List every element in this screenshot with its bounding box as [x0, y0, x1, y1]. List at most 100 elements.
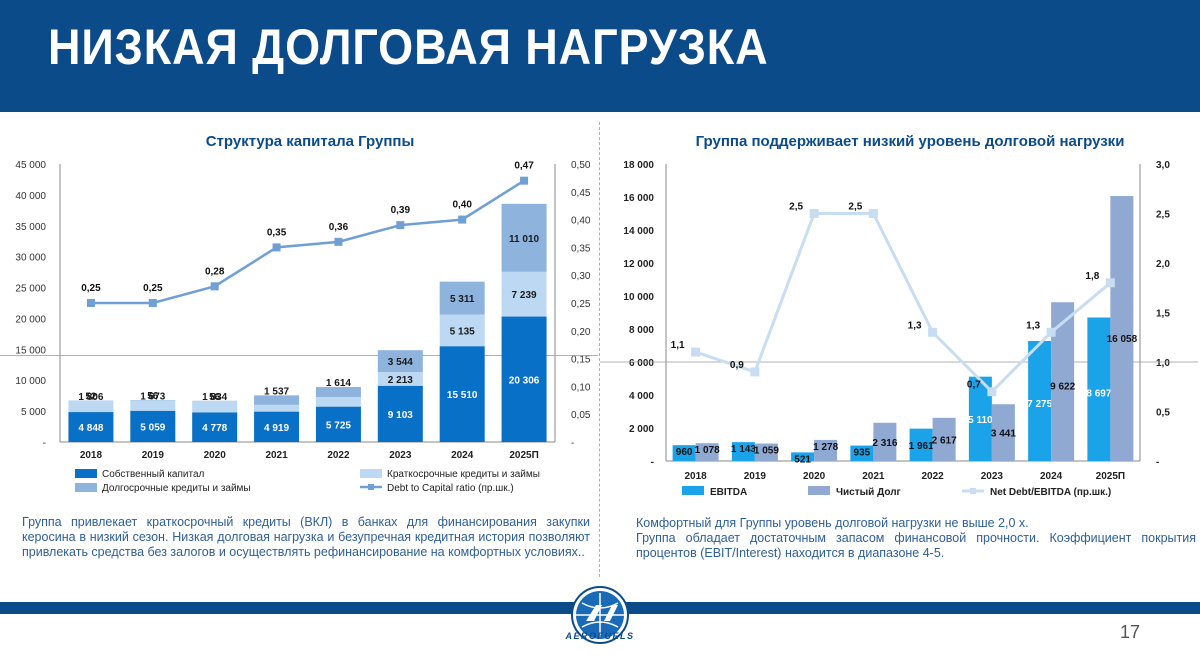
bar	[850, 445, 874, 461]
bar-data-label: 1 278	[813, 442, 838, 453]
bar-data-label: 1 078	[695, 445, 720, 456]
y2-tick-label: 0,15	[571, 355, 591, 366]
y2-tick-label: 1,5	[1156, 309, 1170, 320]
y-tick-label: 40 000	[15, 191, 46, 202]
x-tick-label: 2023	[389, 450, 412, 461]
y-tick-label: 8 000	[629, 325, 654, 336]
line-point	[868, 209, 878, 218]
x-tick-label: 2022	[327, 450, 350, 461]
chart2-title: Группа поддерживает низкий уровень долго…	[695, 133, 1125, 150]
legend-swatch-marker	[970, 488, 976, 494]
bar-data-label: 2 213	[388, 375, 413, 386]
bar	[791, 452, 815, 461]
line-data-label: 0,25	[81, 283, 101, 294]
bar-data-label: 56	[209, 392, 221, 403]
y-tick-label: 18 000	[623, 160, 654, 171]
bar-data-label: 5 725	[326, 420, 351, 431]
bar-data-label: 4 778	[202, 423, 227, 434]
bar-data-label: 3 441	[991, 429, 1016, 440]
aerofuels-logo-icon	[571, 586, 629, 644]
line-data-label: 1,3	[908, 320, 922, 331]
bar-segment	[377, 372, 423, 386]
legend-label: EBITDA	[710, 487, 747, 498]
bar-data-label: 4 848	[78, 423, 103, 434]
bar-segment	[130, 410, 176, 442]
x-tick-label: 2023	[981, 471, 1004, 482]
legend-swatch	[682, 486, 704, 495]
bar-segment	[68, 412, 114, 442]
legend-label: Собственный капитал	[102, 468, 205, 480]
line-data-label: 2,5	[789, 202, 803, 213]
line-point	[396, 221, 405, 230]
bar-segment	[439, 314, 485, 347]
y-tick-label: 16 000	[623, 193, 654, 204]
y2-tick-label: 0,45	[571, 188, 591, 199]
x-tick-label: 2021	[862, 471, 885, 482]
bar-segment	[315, 397, 361, 407]
y-tick-label: 45 000	[15, 160, 46, 171]
y2-tick-label: 2,0	[1156, 259, 1170, 270]
bar-data-label: 9 622	[1050, 382, 1075, 393]
x-tick-label: 2018	[685, 471, 708, 482]
bar-data-label: 960	[676, 447, 693, 458]
x-tick-label: 2021	[265, 450, 288, 461]
bar-data-label: 1 059	[754, 446, 779, 457]
bar-data-label: 52	[85, 392, 97, 403]
legend-swatch	[75, 469, 97, 478]
line-data-label: 1,8	[1085, 271, 1099, 282]
y2-tick-label: 0,5	[1156, 408, 1170, 419]
bar-data-label: 8 697	[1086, 388, 1111, 399]
bar-segment	[192, 412, 238, 442]
legend-label: Краткосрочные кредиты и займы	[387, 469, 540, 480]
bar-data-label: 11 010	[509, 234, 539, 245]
bar	[991, 404, 1015, 461]
y2-tick-label: -	[1156, 457, 1159, 468]
logo-text: AEROFUELS	[565, 631, 635, 641]
line-data-label: 0,9	[730, 360, 744, 371]
line-point	[1046, 327, 1056, 337]
bar-data-label: 5 059	[140, 422, 165, 433]
bar-data-label: 3 544	[388, 357, 413, 368]
chart1-title: Структура капитала Группы	[205, 133, 415, 150]
y-tick-label: 4 000	[629, 391, 654, 402]
bar-data-label: 1 614	[326, 378, 351, 389]
bar-segment	[501, 271, 547, 317]
bar-data-label: 1 806	[78, 392, 103, 403]
bar-segment	[254, 404, 300, 412]
line-point	[750, 367, 760, 377]
bar-segment	[254, 395, 300, 405]
legend-label: Долгосрочные кредиты и займы	[102, 483, 251, 494]
bar-data-label: 1 961	[909, 441, 934, 452]
legend-swatch	[360, 469, 382, 478]
x-tick-label: 2020	[204, 450, 227, 461]
bar-segment	[377, 350, 423, 373]
bar	[731, 442, 755, 461]
nd-ebitda-line	[695, 212, 1112, 394]
x-tick-label: 2020	[803, 471, 826, 482]
legend-label: Чистый Долг	[836, 487, 901, 498]
bar-data-label: 1 537	[264, 386, 289, 397]
debt-to-capital-line	[90, 179, 525, 305]
line-point	[458, 215, 467, 224]
line-data-label: 0,35	[267, 227, 287, 238]
line-data-label: 0,40	[452, 200, 472, 211]
y-tick-label: 15 000	[15, 345, 46, 356]
legend-label: Debt to Capital ratio (пр.шк.)	[387, 483, 514, 494]
x-tick-label: 2018	[80, 450, 103, 461]
line-data-label: 0,7	[967, 380, 981, 391]
bar	[932, 417, 956, 461]
bar	[672, 445, 696, 461]
legend-swatch	[75, 483, 97, 492]
page-title: НИЗКАЯ ДОЛГОВАЯ НАГРУЗКА	[48, 19, 769, 75]
y2-tick-label: 0,25	[571, 299, 591, 310]
divider	[599, 122, 600, 577]
header-band: НИЗКАЯ ДОЛГОВАЯ НАГРУЗКА	[0, 0, 1200, 112]
legend-swatch	[808, 486, 830, 495]
y-tick-label: -	[43, 438, 46, 449]
line-point	[520, 176, 529, 185]
y-tick-label: 10 000	[623, 292, 654, 303]
y2-tick-label: 0,05	[571, 410, 591, 421]
line-data-label: 2,5	[848, 202, 862, 213]
bar-data-label: 7 275	[1027, 399, 1052, 410]
bar-data-label: 1 143	[731, 444, 756, 455]
